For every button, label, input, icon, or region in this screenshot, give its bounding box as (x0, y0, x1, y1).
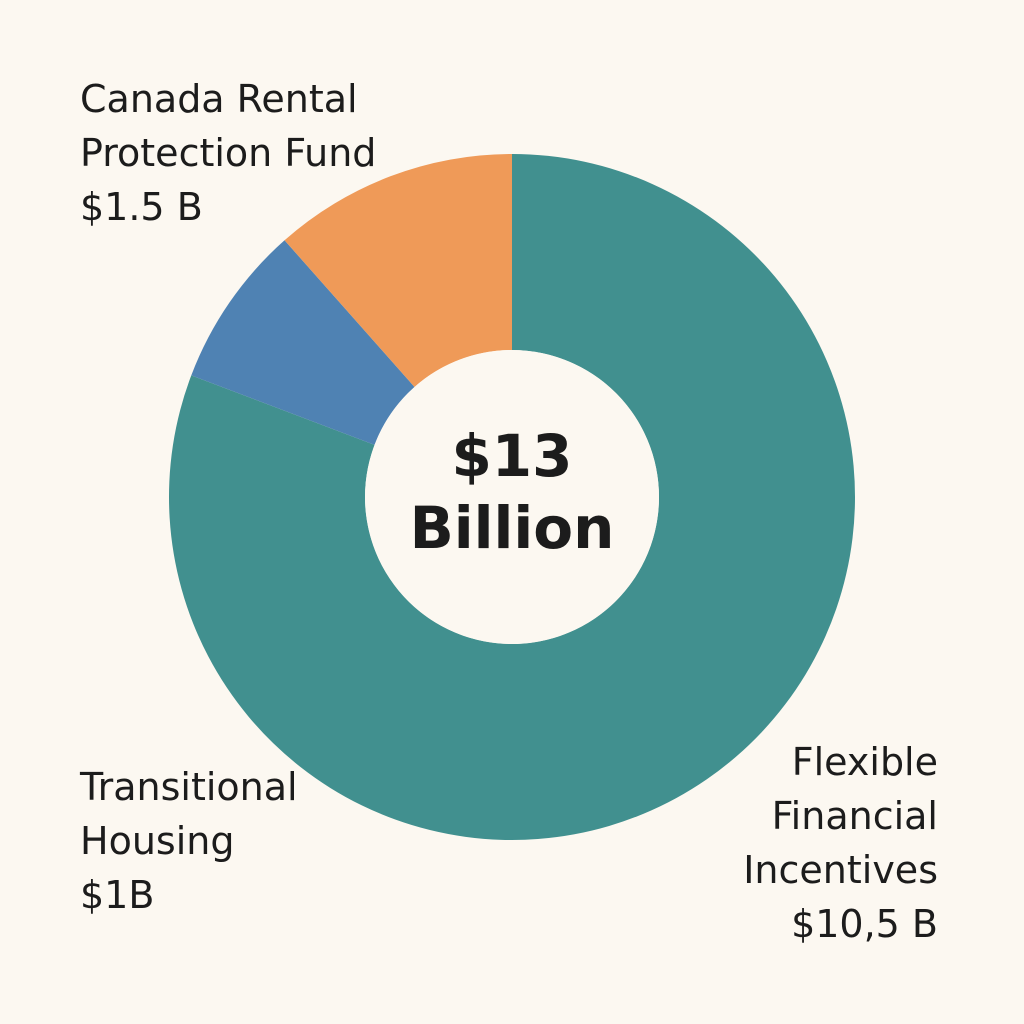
donut-slice (191, 240, 415, 445)
slice-label: Canada Rental Protection Fund $1.5 B (80, 72, 376, 234)
slice-label: Transitional Housing $1B (80, 760, 298, 922)
donut-slice (168, 154, 855, 840)
center-label: $13 Billion (362, 420, 662, 564)
value-label: $1B (80, 873, 155, 917)
donut-slice (284, 154, 512, 387)
center-unit: Billion (409, 494, 615, 562)
donut-hole (365, 350, 659, 644)
category-label: Transitional Housing (80, 765, 298, 863)
value-label: $1.5 B (80, 185, 203, 229)
category-label: Flexible Financial Incentives (743, 740, 938, 892)
value-label: $10,5 B (791, 902, 938, 946)
category-label: Canada Rental Protection Fund (80, 77, 377, 175)
center-amount: $13 (451, 422, 573, 490)
slice-label: Flexible Financial Incentives $10,5 B (743, 735, 938, 951)
